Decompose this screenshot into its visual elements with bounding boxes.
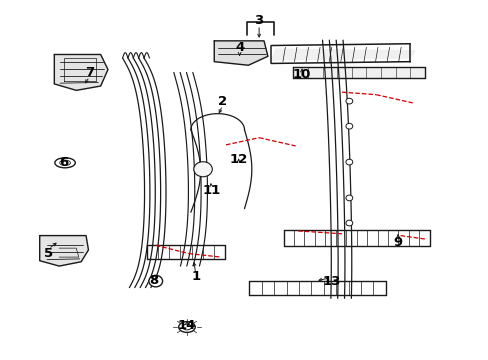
Ellipse shape (345, 98, 352, 104)
Ellipse shape (345, 220, 352, 226)
Text: 6: 6 (60, 156, 69, 168)
Text: 14: 14 (178, 319, 196, 332)
Text: 13: 13 (322, 275, 340, 288)
Text: 7: 7 (85, 66, 94, 79)
Text: 4: 4 (235, 41, 244, 54)
Polygon shape (271, 49, 414, 60)
Ellipse shape (345, 159, 352, 165)
Text: 3: 3 (254, 14, 263, 27)
Text: 9: 9 (393, 236, 402, 249)
Text: 2: 2 (218, 95, 226, 108)
Text: 10: 10 (292, 68, 310, 81)
Text: 1: 1 (191, 270, 200, 283)
Ellipse shape (345, 123, 352, 129)
Polygon shape (54, 54, 108, 90)
Text: 11: 11 (202, 184, 220, 197)
Ellipse shape (178, 321, 195, 332)
Ellipse shape (193, 162, 212, 177)
Polygon shape (293, 67, 424, 78)
Ellipse shape (149, 275, 162, 287)
Ellipse shape (345, 195, 352, 201)
Polygon shape (40, 235, 88, 266)
Text: 8: 8 (149, 274, 159, 287)
Ellipse shape (55, 158, 75, 168)
Text: 12: 12 (229, 153, 247, 166)
Polygon shape (214, 41, 267, 65)
Text: 5: 5 (44, 247, 53, 260)
